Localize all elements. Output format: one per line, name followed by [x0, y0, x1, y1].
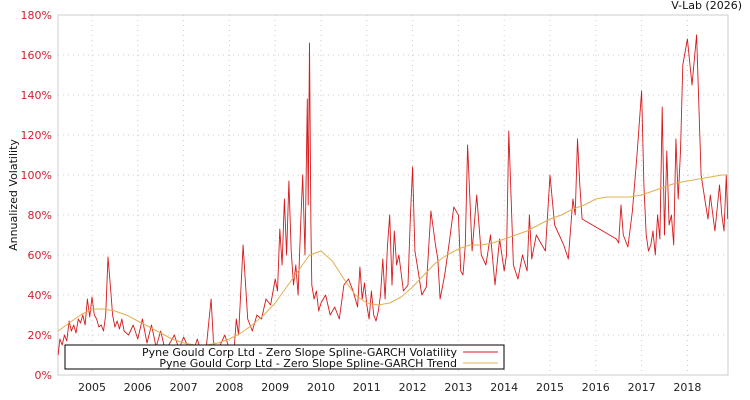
x-tick-label: 2012 [399, 381, 427, 394]
y-tick-label: 60% [28, 249, 52, 262]
x-tick-label: 2005 [78, 381, 106, 394]
x-tick-label: 2008 [215, 381, 243, 394]
x-tick-label: 2006 [124, 381, 152, 394]
x-tick-label: 2018 [673, 381, 701, 394]
x-tick-label: 2014 [490, 381, 518, 394]
legend-box [64, 344, 505, 370]
y-tick-label: 80% [28, 209, 52, 222]
plot-frame [57, 14, 729, 376]
legend-label-volatility: Pyne Gould Corp Ltd - Zero Slope Spline-… [142, 346, 458, 359]
y-tick-label: 160% [21, 49, 52, 62]
x-tick-label: 2010 [307, 381, 335, 394]
chart-credit: V-Lab (2026) [671, 0, 742, 12]
y-tick-label: 120% [21, 129, 52, 142]
volatility-series-line [57, 34, 729, 356]
y-tick-label: 40% [28, 289, 52, 302]
x-tick-label: 2015 [536, 381, 564, 394]
y-axis-ticks: 0% 20% 40% 60% 80% 100% 120% 140% 160% 180% [21, 9, 52, 382]
y-tick-label: 20% [28, 329, 52, 342]
y-tick-label: 140% [21, 89, 52, 102]
x-tick-label: 2009 [261, 381, 289, 394]
x-axis-ticks: 2005 2006 2007 2008 2009 2010 2011 2012 2013 2014… [78, 381, 701, 394]
y-tick-label: 0% [35, 369, 52, 382]
y-axis-label: Annualized Volatility [7, 139, 20, 251]
x-tick-label: 2016 [582, 381, 610, 394]
x-tick-label: 2017 [628, 381, 656, 394]
x-tick-label: 2011 [353, 381, 381, 394]
x-tick-label: 2007 [170, 381, 198, 394]
y-tick-label: 100% [21, 169, 52, 182]
x-tick-label: 2013 [444, 381, 472, 394]
y-tick-label: 180% [21, 9, 52, 22]
legend-label-trend: Pyne Gould Corp Ltd - Zero Slope Spline-… [159, 357, 457, 370]
grid-lines [58, 15, 728, 375]
legend: Pyne Gould Corp Ltd - Zero Slope Spline-… [64, 344, 505, 370]
trend-series-line [57, 174, 728, 346]
